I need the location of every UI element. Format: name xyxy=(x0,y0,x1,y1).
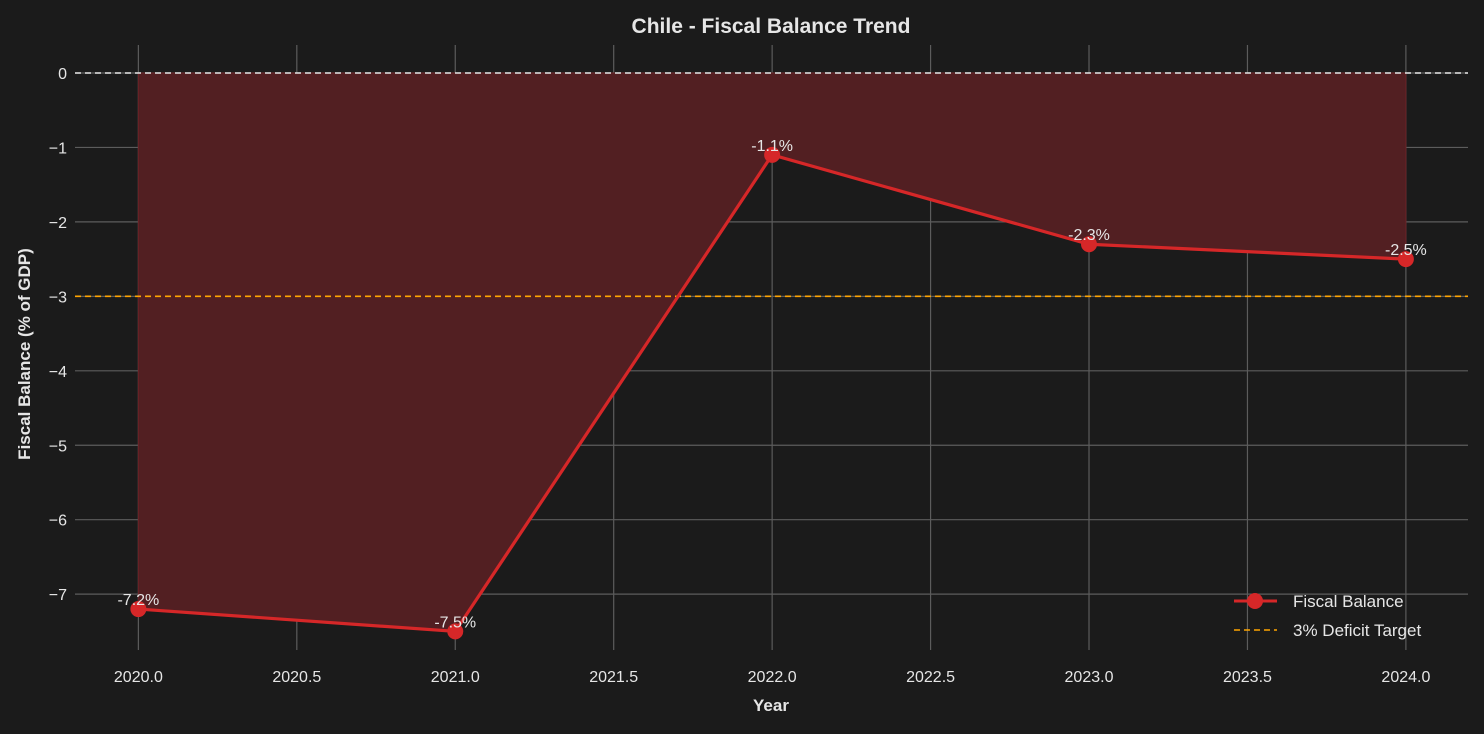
y-tick-label: −6 xyxy=(49,513,67,530)
data-label: -7.5% xyxy=(434,614,476,631)
y-axis-ticks: 0 −1 −2 −3 −4 −5 −6 −7 xyxy=(49,66,67,604)
x-tick-label: 2021.5 xyxy=(589,669,638,686)
x-tick-label: 2021.0 xyxy=(431,669,480,686)
x-tick-label: 2020.5 xyxy=(272,669,321,686)
y-tick-label: −2 xyxy=(49,215,67,232)
data-label: -2.5% xyxy=(1385,242,1427,259)
data-point xyxy=(1397,251,1414,268)
x-tick-label: 2023.0 xyxy=(1065,669,1114,686)
data-label: -2.3% xyxy=(1068,227,1110,244)
data-point xyxy=(764,146,781,163)
legend-marker-fiscal-balance xyxy=(1247,593,1263,609)
chart-title: Chile - Fiscal Balance Trend xyxy=(632,15,911,38)
x-tick-label: 2022.0 xyxy=(748,669,797,686)
y-tick-label: −5 xyxy=(49,438,67,455)
reference-lines xyxy=(75,72,1468,298)
y-tick-label: 0 xyxy=(58,66,67,83)
legend: Fiscal Balance 3% Deficit Target xyxy=(1234,592,1421,640)
y-tick-label: −3 xyxy=(49,289,67,306)
x-tick-label: 2024.0 xyxy=(1381,669,1430,686)
x-tick-label: 2022.5 xyxy=(906,669,955,686)
legend-label-fiscal-balance: Fiscal Balance xyxy=(1293,592,1404,611)
data-label: -7.2% xyxy=(117,592,159,609)
y-tick-label: −1 xyxy=(49,140,67,157)
legend-label-deficit-target: 3% Deficit Target xyxy=(1293,621,1421,640)
data-point xyxy=(447,623,464,640)
x-axis-label: Year xyxy=(753,696,789,715)
y-axis-label: Fiscal Balance (% of GDP) xyxy=(15,248,34,460)
data-point xyxy=(1081,236,1098,253)
x-tick-label: 2020.0 xyxy=(114,669,163,686)
x-tick-label: 2023.5 xyxy=(1223,669,1272,686)
data-labels: -7.2% -7.5% -1.1% -2.3% -2.5% xyxy=(117,138,1426,631)
y-tick-label: −7 xyxy=(49,587,67,604)
x-axis-ticks: 2020.0 2020.5 2021.0 2021.5 2022.0 2022.5 2023… xyxy=(114,669,1431,686)
data-label: -1.1% xyxy=(751,138,793,155)
series-fiscal-balance xyxy=(130,146,1414,640)
y-tick-label: −4 xyxy=(49,364,67,381)
data-point xyxy=(130,601,147,618)
